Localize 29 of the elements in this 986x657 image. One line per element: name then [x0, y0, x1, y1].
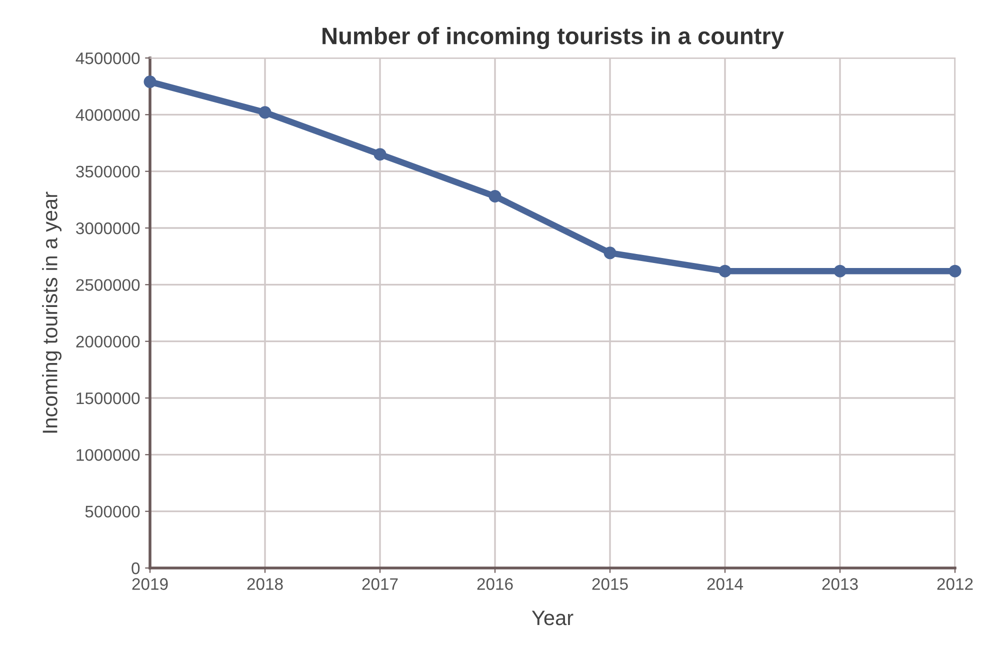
point	[488, 190, 502, 203]
point	[834, 264, 846, 278]
y-tick-label: 4500000	[76, 52, 140, 64]
x-axis-title: Year	[532, 610, 574, 626]
x-tick-label: 2017	[362, 578, 398, 590]
y-tick-label: 3000000	[76, 222, 140, 234]
point	[718, 264, 732, 278]
y-tick-label: 1500000	[76, 392, 140, 404]
y-tick-label: 3500000	[76, 166, 140, 178]
y-tick-label: 2000000	[76, 336, 140, 348]
x-tick-label: 2014	[707, 578, 744, 590]
x-tick-label: 2015	[592, 578, 628, 590]
point	[374, 148, 386, 161]
y-tick-label: 0	[132, 562, 140, 574]
y-axis-title: Incoming tourists in a year	[42, 192, 62, 433]
chart-title: Number of incoming tourists in a country	[322, 27, 784, 50]
x-tick-label: 2012	[937, 578, 973, 590]
x-tick-label: 2018	[247, 578, 283, 590]
y-tick-label: 500000	[85, 506, 140, 518]
y-tick-label: 2500000	[76, 279, 140, 291]
point	[258, 106, 272, 119]
x-tick-label: 2013	[822, 578, 858, 590]
y-tick-label: 1000000	[76, 449, 140, 461]
point	[144, 76, 156, 88]
point	[604, 246, 616, 260]
x-tick-label: 2016	[477, 578, 513, 590]
point	[948, 264, 962, 278]
x-tick-label: 2019	[132, 578, 168, 590]
y-tick-label: 4000000	[76, 109, 140, 121]
